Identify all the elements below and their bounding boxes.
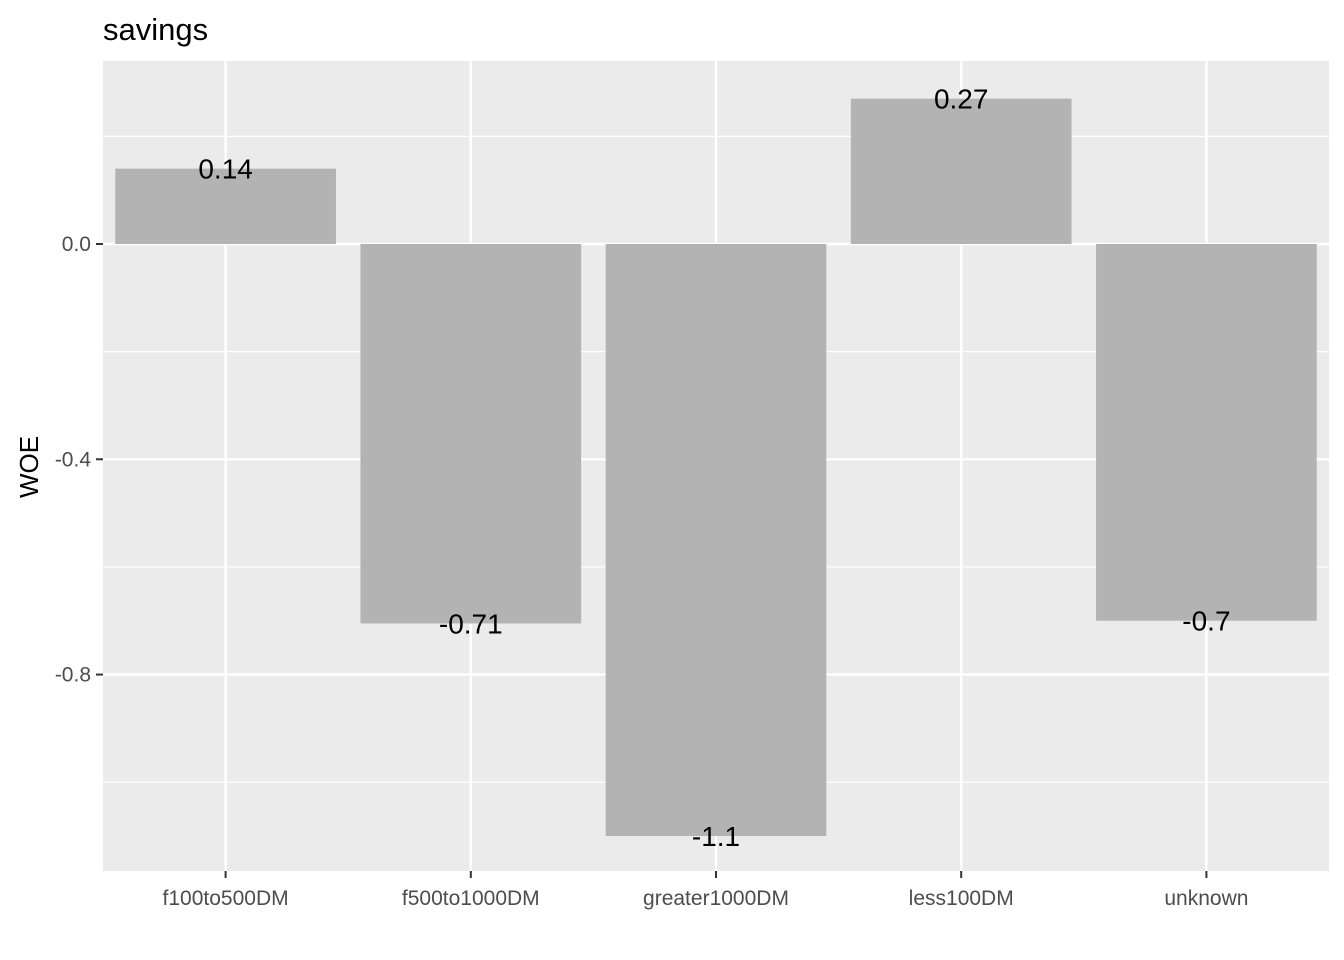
y-tick-label: 0.0 [62, 233, 91, 256]
x-tick-label-f500to1000DM: f500to1000DM [402, 887, 540, 910]
data-label-f500to1000DM: -0.71 [439, 608, 503, 639]
bar-greater1000DM [605, 243, 827, 837]
x-tick-label-f100to500DM: f100to500DM [163, 887, 289, 910]
bar-f500to1000DM [360, 243, 582, 624]
x-tick-label-unknown: unknown [1164, 887, 1248, 910]
data-labels: 0.14 -0.71 -1.1 0.27 -0.7 [198, 84, 1230, 852]
bar-less100DM [850, 98, 1072, 244]
x-axis: f100to500DM f500to1000DM greater1000DM less… [163, 871, 1248, 910]
bars [115, 98, 1317, 837]
bar-unknown [1096, 243, 1317, 621]
data-label-f100to500DM: 0.14 [198, 154, 253, 185]
chart-title: savings [103, 12, 208, 47]
x-tick-label-less100DM: less100DM [909, 887, 1014, 910]
y-axis-label: WOE [14, 436, 44, 498]
y-tick-label: -0.4 [55, 448, 92, 471]
data-label-greater1000DM: -1.1 [692, 821, 740, 852]
data-label-unknown: -0.7 [1182, 606, 1230, 637]
data-label-less100DM: 0.27 [934, 84, 989, 115]
y-axis: 0.0 -0.4 -0.8 [55, 233, 103, 687]
x-tick-label-greater1000DM: greater1000DM [643, 887, 789, 910]
bar-f100to500DM [115, 168, 336, 244]
y-tick-label: -0.8 [55, 664, 91, 687]
